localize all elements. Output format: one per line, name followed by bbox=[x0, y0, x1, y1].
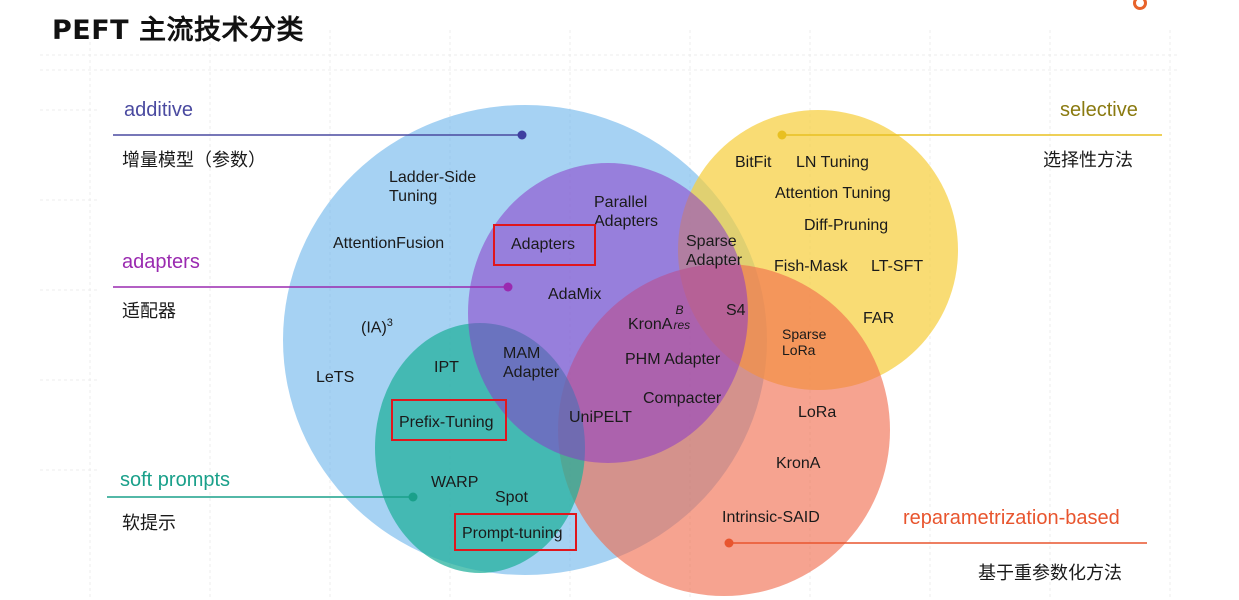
krona-sub: res bbox=[673, 318, 691, 332]
method-warp: WARP bbox=[431, 474, 479, 491]
method-spot: Spot bbox=[495, 489, 528, 506]
method-bitfit: BitFit bbox=[735, 154, 772, 171]
method-ipt: IPT bbox=[434, 359, 459, 376]
adapters-label-zh: 适配器 bbox=[122, 301, 176, 322]
method-fish-mask: Fish-Mask bbox=[774, 258, 848, 275]
method-parallel-adapters: Parallel Adapters bbox=[594, 194, 659, 230]
method-lets: LeTS bbox=[316, 369, 355, 386]
reparam-label: reparametrization-based bbox=[903, 507, 1120, 529]
method-attention-tuning: Attention Tuning bbox=[775, 185, 891, 202]
adapters-label: adapters bbox=[122, 251, 200, 273]
additive-label-zh: 增量模型（参数） bbox=[122, 150, 266, 171]
method-sparse-adapter: Sparse Adapter bbox=[686, 233, 743, 269]
method-adapters: Adapters bbox=[511, 236, 576, 253]
ia3-sup: 3 bbox=[386, 317, 393, 329]
krona-base: KronA bbox=[628, 316, 673, 333]
method-intrinsic-said: Intrinsic-SAID bbox=[722, 509, 820, 526]
soft-prompts-label: soft prompts bbox=[120, 469, 231, 491]
method-sparse-lora: Sparse LoRa bbox=[782, 326, 827, 358]
page-title: PEFT 主流技术分类 bbox=[52, 15, 304, 46]
method-prefix-tuning: Prefix-Tuning bbox=[399, 414, 494, 431]
method-lt-sft: LT-SFT bbox=[871, 258, 924, 275]
highlight-box-prompt-tuning bbox=[454, 513, 577, 551]
method-prompt-tuning: Prompt-tuning bbox=[462, 525, 563, 542]
ia3-base: (IA) bbox=[361, 319, 387, 337]
method-krona: KronA bbox=[776, 455, 821, 472]
method-ln-tuning: LN Tuning bbox=[796, 154, 869, 171]
method-attention-fusion: AttentionFusion bbox=[333, 235, 445, 252]
logo-icon bbox=[1133, 0, 1147, 10]
method-unipelt: UniPELT bbox=[569, 409, 632, 426]
highlight-box-adapters bbox=[493, 224, 596, 266]
highlight-box-prefix-tuning bbox=[391, 399, 507, 441]
method-lora: LoRa bbox=[798, 404, 837, 421]
method-diff-pruning: Diff-Pruning bbox=[804, 217, 889, 234]
reparam-label-zh: 基于重参数化方法 bbox=[978, 563, 1122, 584]
adapters-circle bbox=[468, 163, 748, 463]
method-ia3: (IA)3 bbox=[361, 314, 393, 337]
soft-prompts-label-zh: 软提示 bbox=[122, 513, 176, 534]
method-s4: S4 bbox=[726, 302, 746, 319]
selective-label: selective bbox=[1060, 99, 1138, 121]
method-phm-adapter: PHM Adapter bbox=[625, 351, 721, 368]
method-far: FAR bbox=[863, 310, 895, 327]
selective-label-zh: 选择性方法 bbox=[1043, 150, 1133, 171]
krona-sup: B bbox=[675, 303, 684, 317]
method-compacter: Compacter bbox=[643, 390, 722, 407]
additive-label: additive bbox=[124, 99, 193, 121]
method-mam-adapter: MAM Adapter bbox=[503, 345, 560, 381]
method-adamix: AdaMix bbox=[548, 286, 602, 303]
method-ladder-side-tuning: Ladder-Side Tuning bbox=[389, 169, 477, 205]
